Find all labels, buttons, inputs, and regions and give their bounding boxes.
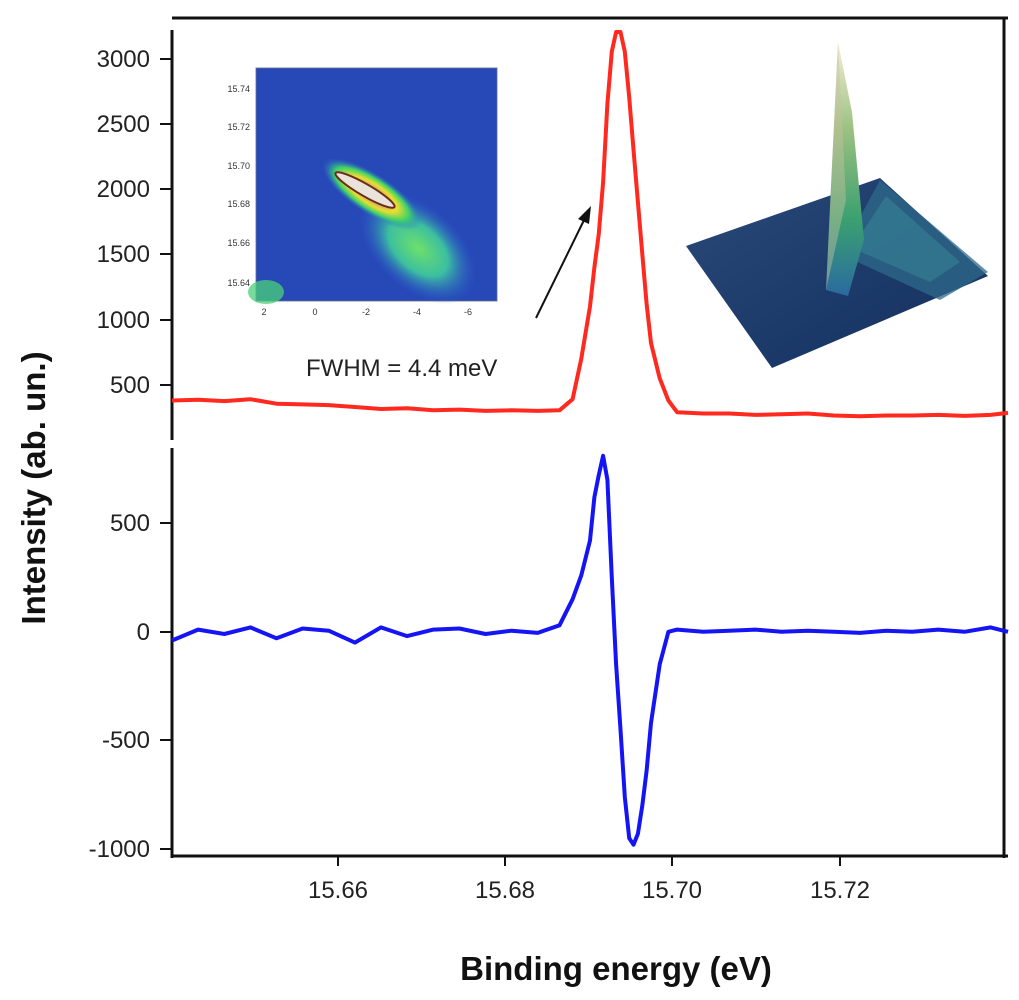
- series-line-intensity: [171, 30, 1009, 419]
- annotation-arrow: [535, 211, 589, 319]
- surface-peak: [826, 42, 864, 296]
- inset-y-tick-label: 15.64: [227, 278, 250, 288]
- inset-map-corner: [248, 280, 284, 304]
- y-tick-label: 2500: [97, 111, 150, 138]
- inset-2d-map: 15.74 15.72 15.70 15.68 15.66 15.64 2 0 …: [227, 67, 498, 317]
- inset-3d-surface: [686, 42, 988, 368]
- upper-y-ticks: 500 1000 1500 2000 2500 3000: [97, 46, 172, 399]
- inset-y-tick-label: 15.72: [227, 122, 250, 132]
- arrow-head: [578, 206, 591, 224]
- x-axis-title: Binding energy (eV): [460, 950, 772, 987]
- x-tick-label: 15.66: [308, 877, 368, 904]
- inset-y-ticks: 15.74 15.72 15.70 15.68 15.66 15.64: [227, 84, 250, 288]
- inset-x-tick-label: -6: [464, 307, 472, 317]
- inset-y-tick-label: 15.66: [227, 238, 250, 248]
- series-layer: [171, 30, 1009, 847]
- surface-peak-shade: [826, 42, 846, 290]
- x-tick-label: 15.70: [642, 877, 702, 904]
- inset-map-streak: [334, 171, 396, 209]
- inset-x-tick-label: -4: [413, 307, 421, 317]
- y-tick-label: 3000: [97, 46, 150, 73]
- y-tick-label: 1500: [97, 241, 150, 268]
- inset-x-ticks: 2 0 -2 -4 -6: [261, 307, 472, 317]
- y-tick-label: 500: [110, 510, 150, 537]
- x-tick-label: 15.68: [475, 877, 535, 904]
- inset-x-tick-label: 2: [261, 307, 266, 317]
- y-tick-label: 500: [110, 372, 150, 399]
- x-tick-label: 15.72: [810, 877, 870, 904]
- y-tick-label: 2000: [97, 176, 150, 203]
- lower-y-ticks: -1000 -500 0 500: [89, 510, 172, 863]
- inset-y-tick-label: 15.74: [227, 84, 250, 94]
- y-axis-title: Intensity (ab. un.): [15, 351, 52, 624]
- inset-x-tick-label: -2: [362, 307, 370, 317]
- surface-ridge-highlight: [852, 196, 960, 282]
- series-line-derivative: [171, 453, 1009, 847]
- y-tick-label: -1000: [89, 836, 150, 863]
- fwhm-annotation: FWHM = 4.4 meV: [306, 206, 591, 382]
- inset-y-tick-label: 15.68: [227, 199, 250, 209]
- inset-y-tick-label: 15.70: [227, 161, 250, 171]
- x-ticks: 15.66 15.68 15.70 15.72: [308, 856, 870, 904]
- y-tick-label: -500: [102, 727, 150, 754]
- y-tick-label: 1000: [97, 307, 150, 334]
- y-tick-label: 0: [137, 619, 150, 646]
- fwhm-label: FWHM = 4.4 meV: [306, 355, 497, 382]
- inset-x-tick-label: 0: [312, 307, 317, 317]
